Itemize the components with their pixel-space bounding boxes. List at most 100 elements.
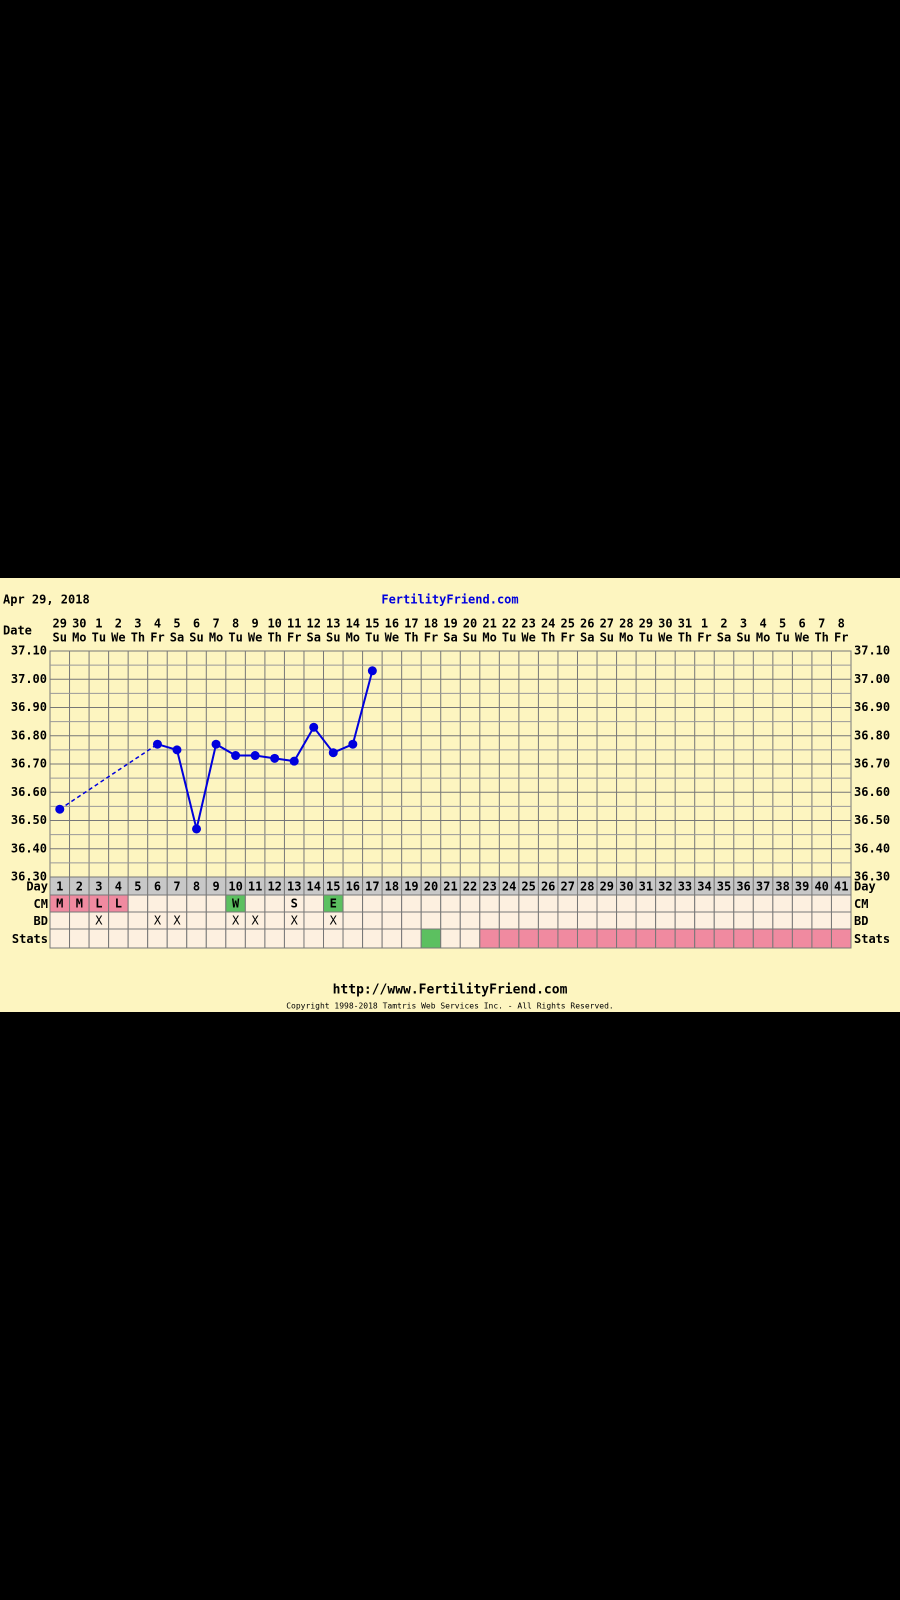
date-label: 16 xyxy=(385,617,399,631)
row-label: Day xyxy=(854,880,876,894)
bd-cell xyxy=(713,911,735,930)
weekday-label: Sa xyxy=(717,631,731,645)
point xyxy=(211,739,221,749)
y-tick-label: 36.80 xyxy=(854,728,890,742)
y-tick-label: 36.70 xyxy=(11,757,47,771)
day-label: 2 xyxy=(76,880,83,894)
stats-cell xyxy=(283,928,305,949)
cm-cell xyxy=(303,894,325,913)
bd-cell xyxy=(479,911,500,930)
stats-cell xyxy=(205,928,227,949)
stats-cell xyxy=(127,928,149,949)
cm-cell xyxy=(694,894,715,913)
stats-cell xyxy=(791,928,813,949)
bd-label: X xyxy=(232,914,240,928)
bd-cell xyxy=(362,911,383,930)
copyright: Copyright 1998-2018 Tamtris Web Services… xyxy=(286,1002,614,1011)
day-label: 27 xyxy=(560,880,574,894)
date-label: 2 xyxy=(115,617,122,631)
cm-cell xyxy=(537,894,559,913)
date-label: 6 xyxy=(193,617,200,631)
weekday-label: Tu xyxy=(92,631,106,645)
day-label: 33 xyxy=(678,880,692,894)
cm-cell xyxy=(576,894,598,913)
weekday-label: Mo xyxy=(346,631,360,645)
weekday-label: Th xyxy=(541,631,555,645)
stats-cell xyxy=(674,928,696,949)
bd-cell xyxy=(127,911,149,930)
weekday-label: We xyxy=(795,631,809,645)
bd-label: X xyxy=(252,914,260,928)
y-tick-label: 37.00 xyxy=(854,672,890,686)
weekday-label: Mo xyxy=(619,631,633,645)
date-label: 1 xyxy=(95,617,102,631)
weekday-label: Th xyxy=(404,631,418,645)
stats-cell xyxy=(733,928,754,949)
bd-cell xyxy=(733,911,754,930)
date-label: 2 xyxy=(720,617,727,631)
date-label: 30 xyxy=(658,617,672,631)
stats-cell xyxy=(88,928,110,949)
point xyxy=(328,748,338,758)
bd-cell xyxy=(381,911,403,930)
stats-cell xyxy=(576,928,598,949)
bd-cell xyxy=(752,911,774,930)
weekday-label: Tu xyxy=(502,631,516,645)
y-tick-label: 36.50 xyxy=(11,813,47,827)
stats-cell xyxy=(635,928,657,949)
day-label: 17 xyxy=(365,880,379,894)
date-label: 8 xyxy=(838,617,845,631)
stats-cell xyxy=(694,928,715,949)
y-tick-label: 36.30 xyxy=(11,870,47,884)
y-tick-label: 36.90 xyxy=(854,700,890,714)
bd-cell xyxy=(616,911,637,930)
stats-cell xyxy=(69,928,90,949)
y-tick-label: 36.40 xyxy=(11,841,47,855)
day-label: 9 xyxy=(212,880,219,894)
cm-cell xyxy=(518,894,539,913)
day-label: 23 xyxy=(482,880,496,894)
weekday-label: Sa xyxy=(307,631,321,645)
bd-label: X xyxy=(154,914,162,928)
weekday-label: Mo xyxy=(756,631,770,645)
date-label: 1 xyxy=(701,617,708,631)
cm-label: W xyxy=(232,897,240,911)
date-label: 3 xyxy=(740,617,747,631)
weekday-label: Su xyxy=(736,631,750,645)
stats-cell xyxy=(655,928,676,949)
weekday-label: Th xyxy=(678,631,692,645)
stats-cell xyxy=(459,928,481,949)
bd-cell xyxy=(596,911,618,930)
weekday-label: Fr xyxy=(424,631,438,645)
cm-cell xyxy=(264,894,285,913)
bd-label: X xyxy=(291,914,299,928)
point xyxy=(152,739,162,749)
day-label: 41 xyxy=(834,880,848,894)
cm-cell xyxy=(401,894,422,913)
bd-cell xyxy=(459,911,481,930)
bd-cell xyxy=(186,911,207,930)
stats-cell xyxy=(244,928,266,949)
cm-cell xyxy=(342,894,364,913)
y-tick-label: 36.60 xyxy=(854,785,890,799)
day-label: 37 xyxy=(756,880,770,894)
date-label: 14 xyxy=(346,617,360,631)
cm-cell xyxy=(635,894,657,913)
day-label: 40 xyxy=(814,880,828,894)
bd-cell xyxy=(205,911,227,930)
gap-line xyxy=(59,743,158,810)
point xyxy=(348,739,358,749)
date-label: 17 xyxy=(404,617,418,631)
cm-cell xyxy=(127,894,149,913)
cm-cell xyxy=(381,894,403,913)
cm-cell xyxy=(713,894,735,913)
stats-cell xyxy=(49,928,71,949)
cm-label: S xyxy=(291,897,298,911)
day-label: 31 xyxy=(639,880,653,894)
bd-cell xyxy=(576,911,598,930)
day-label: 11 xyxy=(248,880,262,894)
y-tick-label: 36.80 xyxy=(11,728,47,742)
date-label: 19 xyxy=(443,617,457,631)
day-label: 29 xyxy=(600,880,614,894)
stats-cell xyxy=(440,928,461,949)
